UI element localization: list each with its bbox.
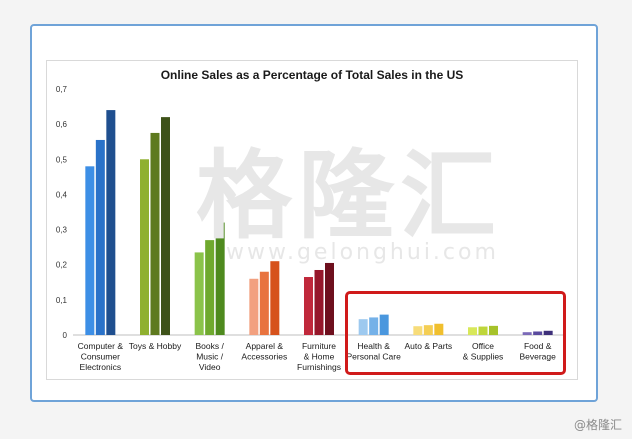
bar <box>249 278 259 335</box>
y-tick-label: 0,7 <box>56 85 68 94</box>
highlight-box <box>345 291 566 375</box>
x-tick-label: Computer & <box>78 341 124 351</box>
x-tick-label: Apparel & <box>246 341 284 351</box>
y-tick-label: 0 <box>63 331 68 340</box>
bar <box>140 159 149 335</box>
bar <box>533 331 543 335</box>
x-tick-label: Video <box>199 362 221 372</box>
bar <box>259 271 269 335</box>
x-tick-label: & Supplies <box>463 352 504 362</box>
bar <box>478 326 488 335</box>
chart-panel: Online Sales as a Percentage of Total Sa… <box>46 60 578 380</box>
bar <box>543 330 553 335</box>
bar <box>325 262 334 335</box>
x-tick-label: Food & <box>524 341 552 351</box>
bar <box>205 240 215 335</box>
x-tick-label: Books / <box>195 341 224 351</box>
x-tick-label: Auto & Parts <box>404 341 452 351</box>
y-tick-label: 0,6 <box>56 120 68 129</box>
chart-title: Online Sales as a Percentage of Total Sa… <box>161 68 464 82</box>
x-tick-label: Personal Care <box>346 352 401 362</box>
bar <box>150 132 160 335</box>
bar <box>489 325 498 335</box>
bar <box>468 327 477 335</box>
bar <box>413 326 423 335</box>
bar <box>194 252 204 335</box>
y-tick-label: 0,4 <box>56 190 68 199</box>
x-tick-label: & Home <box>304 352 335 362</box>
bar <box>314 269 324 335</box>
x-tick-label: Consumer <box>81 352 120 362</box>
bar <box>358 319 368 335</box>
bar <box>423 325 433 335</box>
bar <box>95 139 105 335</box>
x-tick-label: Furnishings <box>297 362 341 372</box>
x-tick-label: Accessories <box>241 352 287 362</box>
bar-chart: Online Sales as a Percentage of Total Sa… <box>56 68 565 372</box>
x-tick-label: Electronics <box>80 362 122 372</box>
y-tick-label: 0,3 <box>56 226 68 235</box>
x-tick-label: Toys & Hobby <box>129 341 182 351</box>
bar <box>434 323 444 335</box>
bar <box>369 317 379 335</box>
x-tick-label: Office <box>472 341 494 351</box>
x-tick-label: Furniture <box>302 341 336 351</box>
x-tick-label: Beverage <box>519 352 556 362</box>
bar <box>522 332 532 335</box>
bar <box>215 222 225 335</box>
y-tick-label: 0,2 <box>56 261 68 270</box>
y-tick-label: 0,1 <box>56 296 68 305</box>
y-tick-label: 0,5 <box>56 155 68 164</box>
bar <box>379 314 389 335</box>
bar <box>106 110 116 335</box>
bar-series <box>85 110 553 335</box>
x-tick-label: Health & <box>357 341 390 351</box>
bar <box>270 261 280 335</box>
bar <box>161 117 170 335</box>
credit-label: @格隆汇 <box>573 418 622 432</box>
bar <box>304 277 313 335</box>
bar <box>85 166 95 335</box>
x-tick-label: Music / <box>196 352 224 362</box>
